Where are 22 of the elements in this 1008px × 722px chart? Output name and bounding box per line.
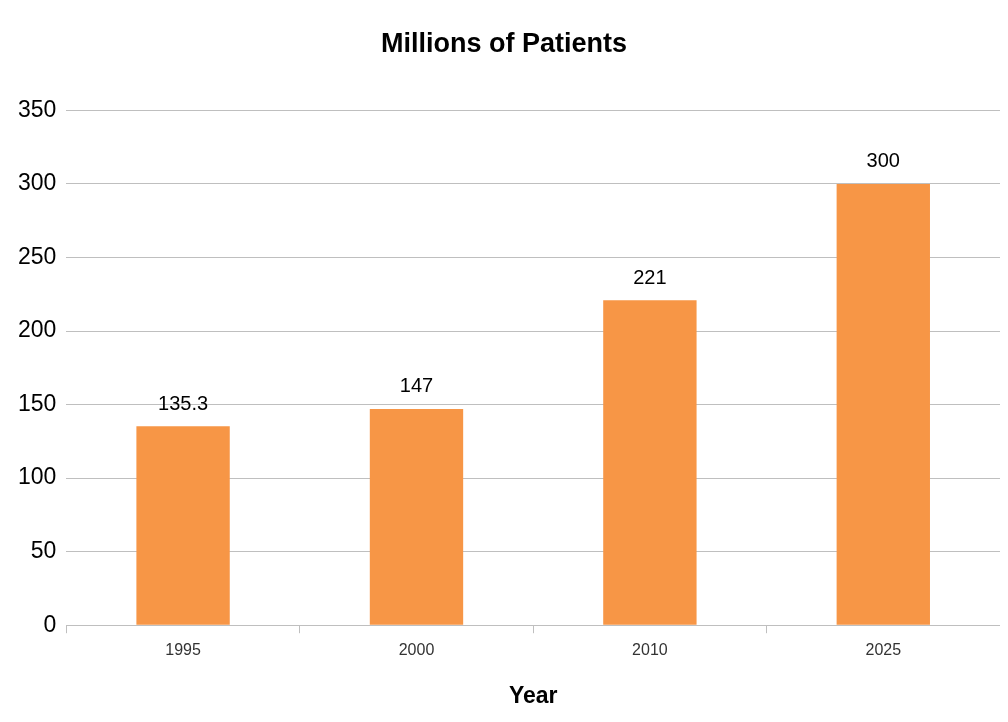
data-label: 221 [633,265,667,288]
data-label: 135.3 [158,391,209,414]
x-tick-label: 1995 [165,641,201,659]
x-tick-label: 2000 [398,641,435,659]
y-tick-label: 200 [18,316,57,343]
bar [603,300,697,625]
data-label: 300 [866,149,900,172]
x-tick-label: 2010 [632,641,668,659]
y-tick-label: 100 [18,463,57,490]
y-tick-label: 0 [43,610,57,637]
chart-title: Millions of Patients [380,27,628,58]
y-tick-label: 50 [30,537,57,563]
data-label: 147 [399,374,434,397]
bar [136,426,230,625]
y-tick-label: 150 [18,389,57,416]
x-tick-label: 2025 [865,641,902,659]
y-tick-label: 250 [18,242,57,269]
y-tick-label: 300 [18,169,57,196]
x-axis-title: Year [508,681,558,708]
y-tick-label: 350 [18,95,57,122]
bar [369,408,464,625]
bar [836,183,930,625]
